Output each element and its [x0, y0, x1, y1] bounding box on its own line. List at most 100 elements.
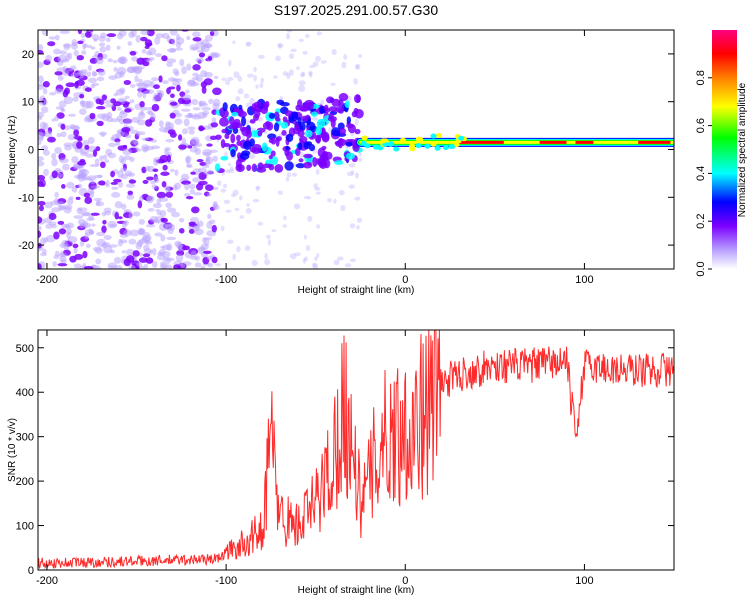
sparse-noise-blob — [239, 195, 243, 201]
noise-blob — [189, 189, 195, 195]
noise-blob — [70, 72, 79, 78]
sparse-noise-blob — [227, 162, 232, 167]
noise-blob — [194, 147, 202, 155]
cluster-blob — [290, 111, 299, 122]
noise-blob — [138, 218, 146, 225]
sparse-noise-blob — [305, 33, 310, 39]
noise-blob — [185, 156, 190, 164]
noise-blob — [121, 127, 131, 133]
noise-blob — [142, 80, 153, 87]
sparse-noise-blob — [245, 41, 251, 47]
cluster-blob — [303, 153, 313, 159]
y-tick-label: 100 — [16, 521, 34, 533]
noise-blob — [175, 78, 183, 83]
noise-blob — [201, 86, 207, 94]
noise-blob — [114, 201, 123, 209]
tone-blob — [415, 136, 422, 142]
noise-blob — [136, 130, 141, 137]
tone-blob — [424, 143, 431, 149]
noise-blob — [56, 112, 65, 119]
tone-blob — [361, 135, 368, 141]
x-tick-label: 0 — [402, 575, 408, 587]
tone-blob — [448, 144, 455, 150]
noise-blob — [129, 51, 137, 56]
sparse-noise-blob — [355, 63, 361, 70]
sparse-noise-blob — [305, 244, 311, 251]
noise-blob — [111, 186, 119, 190]
noise-blob — [98, 99, 105, 106]
noise-blob — [51, 224, 57, 229]
noise-blob — [142, 91, 147, 99]
sparse-noise-blob — [299, 151, 305, 158]
noise-blob — [77, 207, 88, 212]
noise-blob — [58, 158, 69, 164]
tone-blob — [453, 142, 460, 148]
noise-blob — [54, 71, 63, 76]
noise-blob — [206, 255, 213, 261]
sparse-noise-blob — [259, 82, 264, 89]
sparse-noise-blob — [293, 203, 301, 210]
sparse-noise-blob — [227, 239, 234, 245]
noise-blob — [133, 66, 143, 74]
noise-blob — [164, 146, 171, 152]
cluster-blob — [268, 138, 274, 144]
noise-blob — [166, 207, 177, 213]
noise-blob — [185, 89, 190, 94]
noise-blob — [144, 263, 149, 269]
noise-blob — [207, 213, 212, 220]
noise-blob — [65, 222, 75, 229]
noise-blob — [140, 36, 148, 42]
noise-blob — [139, 100, 145, 108]
noise-blob — [90, 46, 96, 50]
noise-blob — [146, 195, 154, 204]
cluster-blob — [338, 141, 343, 149]
noise-blob — [101, 225, 107, 234]
sparse-noise-blob — [228, 59, 232, 67]
sparse-noise-blob — [239, 215, 245, 219]
noise-blob — [60, 131, 67, 138]
noise-blob — [99, 46, 107, 53]
noise-blob — [53, 48, 62, 55]
noise-blob — [171, 38, 176, 46]
noise-blob — [202, 148, 213, 157]
sparse-noise-blob — [316, 224, 320, 229]
noise-blob — [117, 181, 124, 188]
noise-blob — [39, 98, 48, 107]
noise-blob — [144, 39, 153, 48]
noise-blob — [106, 33, 117, 38]
noise-blob — [64, 144, 72, 151]
noise-blob — [198, 126, 206, 131]
noise-blob — [62, 66, 67, 71]
sparse-noise-blob — [346, 171, 354, 177]
cluster-blob — [344, 100, 350, 109]
noise-blob — [51, 152, 57, 160]
noise-blob — [147, 110, 154, 116]
sparse-noise-blob — [225, 169, 231, 174]
noise-blob — [106, 116, 113, 123]
sparse-noise-blob — [273, 75, 278, 79]
cluster-blob — [281, 129, 287, 136]
noise-blob — [54, 88, 64, 94]
cluster-blob — [268, 154, 273, 160]
noise-blob — [117, 216, 123, 220]
sparse-noise-blob — [301, 71, 306, 77]
noise-blob — [165, 191, 174, 198]
noise-blob — [49, 91, 57, 96]
cluster-blob — [318, 160, 328, 169]
noise-blob — [56, 132, 62, 138]
noise-blob — [142, 148, 148, 153]
noise-blob — [159, 93, 164, 98]
noise-blob — [159, 209, 167, 218]
sparse-noise-blob — [312, 263, 319, 269]
noise-blob — [116, 45, 121, 50]
noise-blob — [114, 212, 119, 220]
cluster-blob — [310, 111, 318, 117]
noise-blob — [42, 88, 48, 95]
cluster-blob — [325, 96, 334, 104]
noise-blob — [192, 37, 202, 42]
cluster-blob — [273, 122, 280, 132]
noise-blob — [159, 197, 169, 202]
sparse-noise-blob — [291, 172, 297, 177]
noise-blob — [59, 30, 70, 35]
